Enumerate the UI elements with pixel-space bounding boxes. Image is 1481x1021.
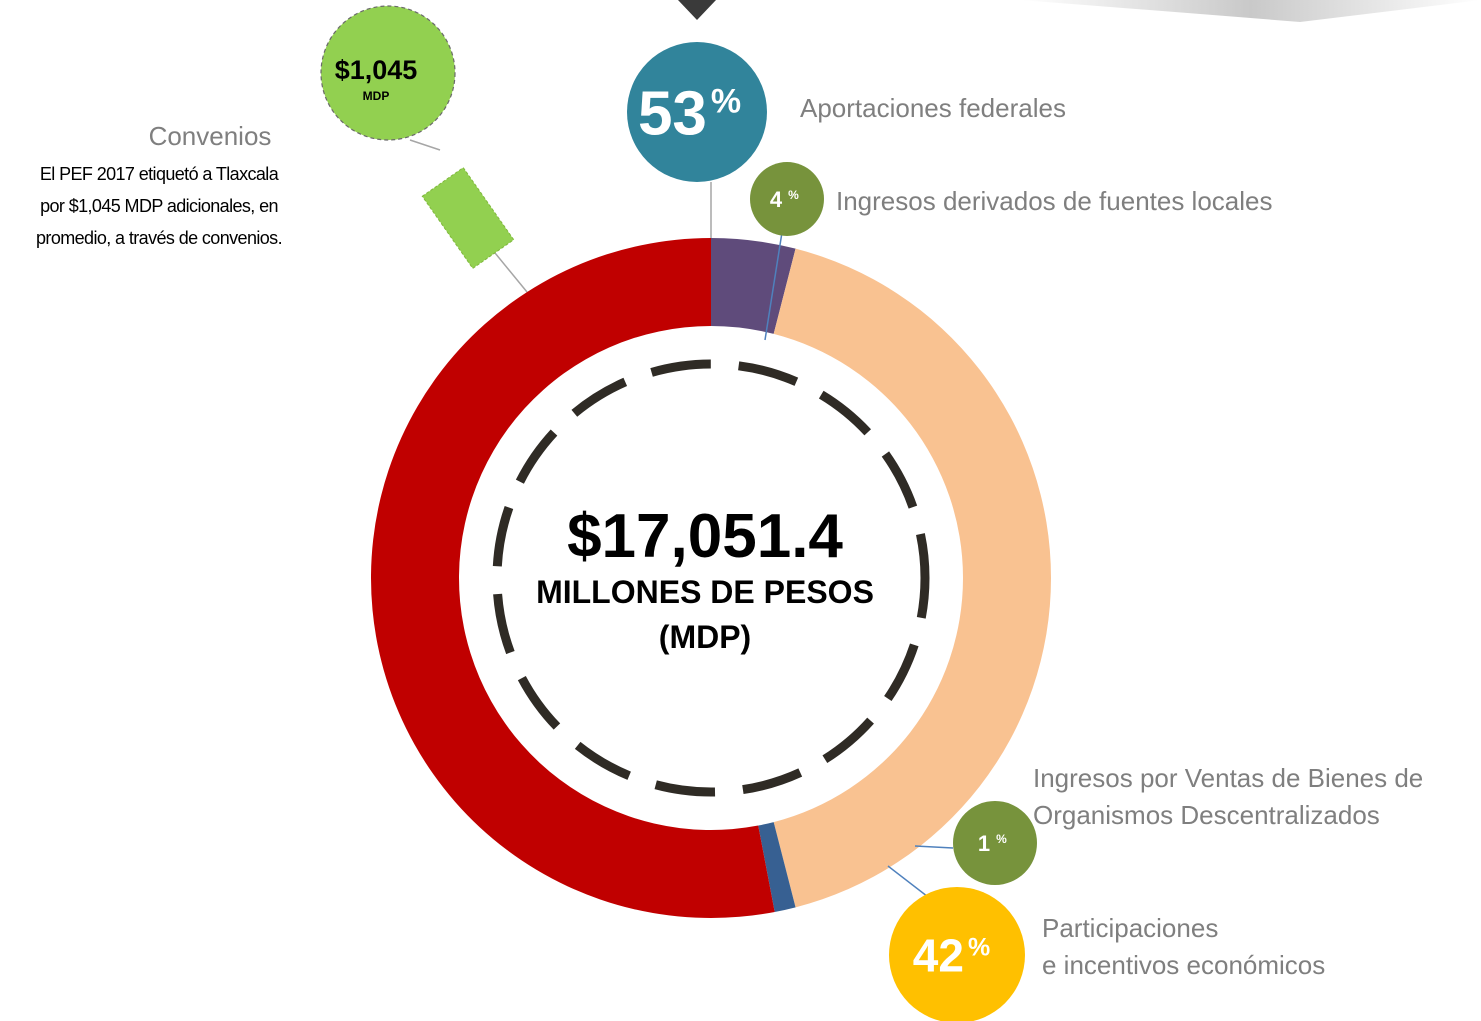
data-label: 53% <box>638 79 741 148</box>
center-line: MILLONES DE PESOS <box>536 574 874 610</box>
value-bubble <box>627 42 767 182</box>
donut-slice <box>773 248 1052 908</box>
category-label: Ingresos por Ventas de Bienes de Organis… <box>1033 763 1424 830</box>
data-label-unit: % <box>788 188 799 202</box>
decoration <box>1020 0 1481 22</box>
annotation-text: El PEF 2017 etiquetó a Tlaxcala por $1,0… <box>36 164 283 248</box>
center-value: $17,051.4 <box>567 502 843 571</box>
donut <box>370 238 1052 918</box>
data-label-value: 4 <box>770 187 783 212</box>
category-label: Participaciones e incentivos económicos <box>1042 913 1326 980</box>
category-label: Ingresos derivados de fuentes locales <box>836 186 1273 216</box>
pointer <box>678 0 716 20</box>
data-label-unit: % <box>711 83 741 121</box>
donut-slice <box>370 238 775 918</box>
data-label: 1% <box>978 831 1007 856</box>
center-line: (MDP) <box>659 619 751 655</box>
data-label: 4% <box>770 187 799 212</box>
annotation-amount: $1,045 <box>335 55 418 85</box>
leader-line <box>409 139 441 151</box>
annotation-title: Convenios <box>148 121 272 151</box>
annotation-unit: MDP <box>363 89 390 103</box>
data-label-unit: % <box>996 832 1007 846</box>
dashed-ring <box>492 359 930 797</box>
data-label-value: 53 <box>638 79 707 148</box>
annotation-bubble <box>320 5 456 141</box>
data-label-unit: % <box>968 933 990 961</box>
value-bubble <box>750 162 824 236</box>
data-label-value: 42 <box>913 930 964 982</box>
data-label-value: 1 <box>978 831 990 856</box>
connector-block <box>421 166 515 270</box>
data-label: 42% <box>913 930 990 982</box>
leader-line <box>887 865 933 901</box>
donut-slice <box>711 238 796 334</box>
value-bubble <box>889 887 1025 1021</box>
value-bubble <box>953 801 1037 885</box>
category-label: Aportaciones federales <box>800 93 1066 123</box>
leader-line <box>764 225 784 341</box>
donut-slice <box>758 822 796 912</box>
leader-line <box>914 845 954 849</box>
